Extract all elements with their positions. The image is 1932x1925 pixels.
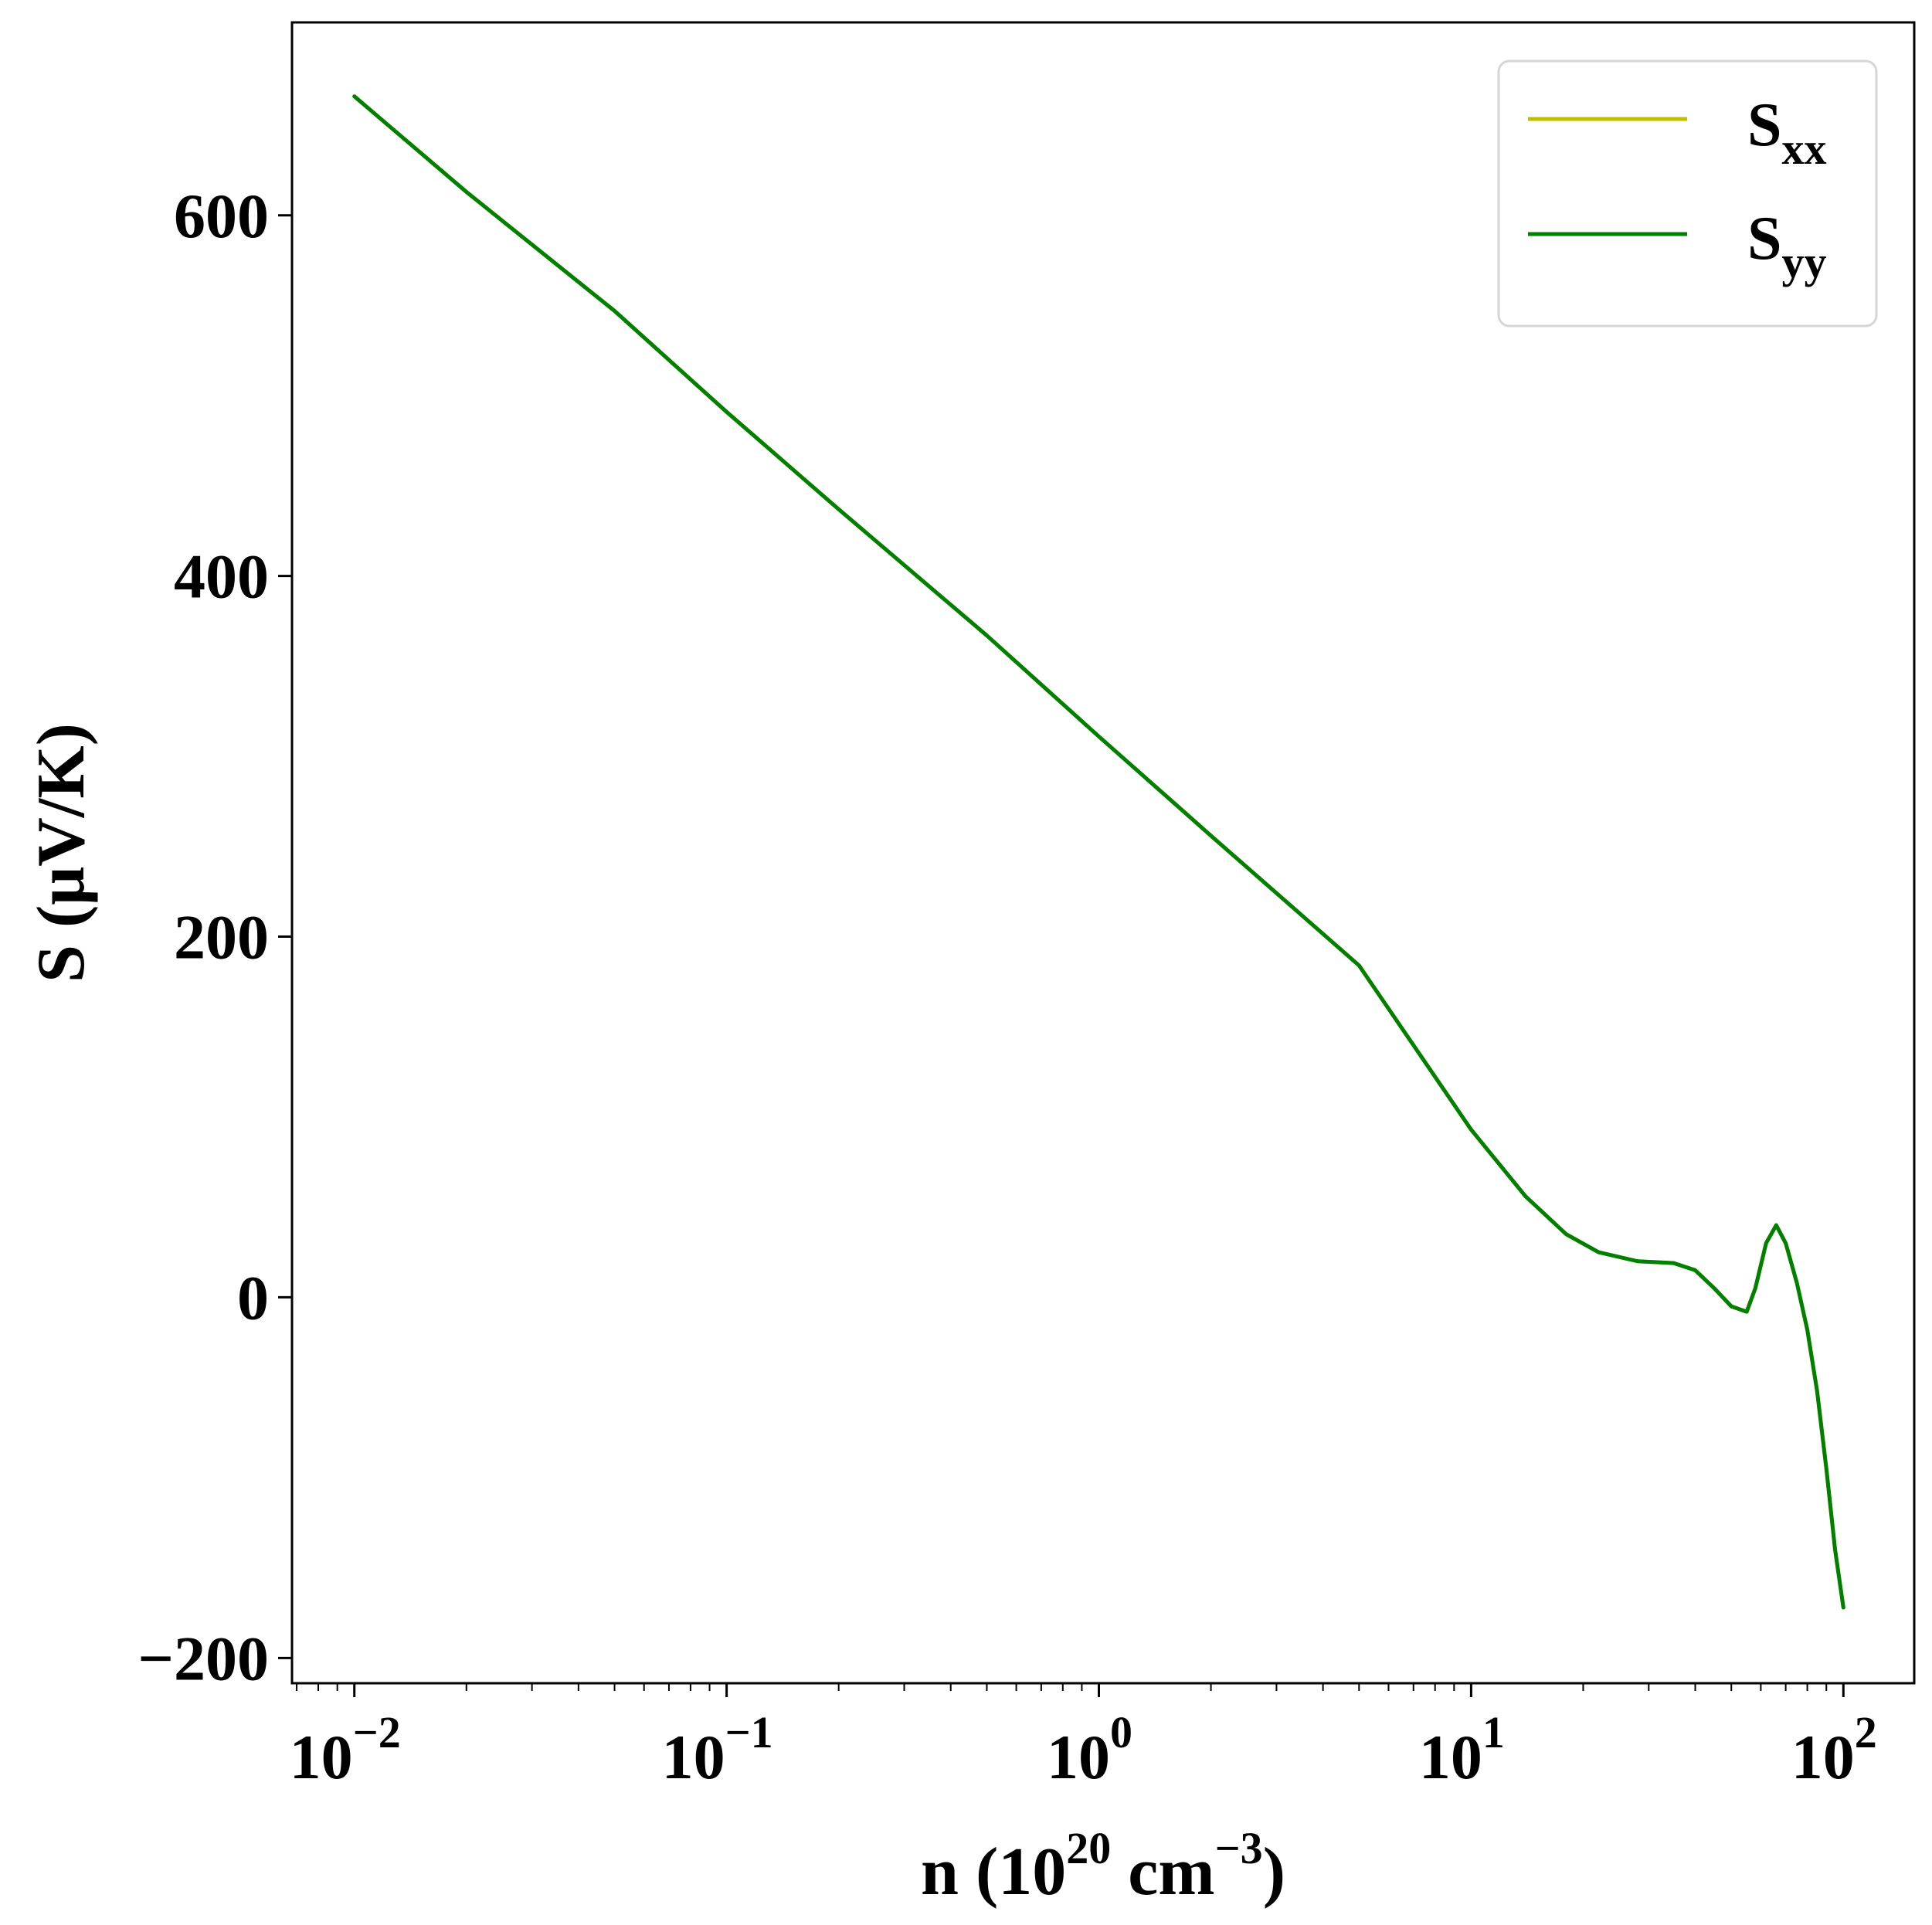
x-axis-label: n (1020 cm−3) bbox=[921, 1823, 1285, 1910]
x-axis-label-exp2: −3 bbox=[1215, 1823, 1263, 1873]
y-tick-label: 200 bbox=[174, 902, 269, 973]
x-axis: 10−2 10−1 100 101 102 bbox=[290, 1683, 1877, 1792]
legend-box bbox=[1497, 59, 1878, 328]
x-axis-label-suffix: ) bbox=[1263, 1835, 1285, 1910]
plot-frame bbox=[290, 21, 1916, 1685]
x-tick-label: 101 bbox=[1419, 1707, 1505, 1792]
x-tick-label: 100 bbox=[1047, 1707, 1132, 1792]
legend: Sxx Syy bbox=[1497, 59, 1878, 328]
x-tick-label: 10−1 bbox=[662, 1707, 773, 1792]
legend-label-sxx-sub: xx bbox=[1782, 124, 1827, 174]
y-tick-label: 0 bbox=[237, 1262, 269, 1333]
x-tick-label: 102 bbox=[1791, 1707, 1877, 1792]
x-axis-label-prefix: n (10 bbox=[921, 1835, 1066, 1910]
legend-label-syy-sub: yy bbox=[1782, 237, 1827, 287]
x-axis-label-middle: cm bbox=[1111, 1835, 1214, 1910]
series-line-syy bbox=[352, 94, 1845, 1610]
legend-label-syy: Syy bbox=[1747, 205, 1827, 287]
y-tick-label: 400 bbox=[174, 542, 269, 612]
y-tick-label: −200 bbox=[138, 1623, 269, 1693]
series-layer bbox=[352, 94, 1845, 1610]
y-tick-label: 600 bbox=[174, 181, 269, 251]
y-axis-label: S (μV/K) bbox=[24, 723, 99, 983]
legend-label-syy-main: S bbox=[1747, 205, 1782, 273]
x-tick-label: 10−2 bbox=[290, 1707, 401, 1792]
legend-label-sxx: Sxx bbox=[1747, 91, 1827, 174]
y-axis: −200 0 200 400 600 bbox=[138, 181, 292, 1693]
x-axis-label-exp1: 20 bbox=[1066, 1823, 1111, 1873]
legend-label-sxx-main: S bbox=[1747, 91, 1782, 159]
